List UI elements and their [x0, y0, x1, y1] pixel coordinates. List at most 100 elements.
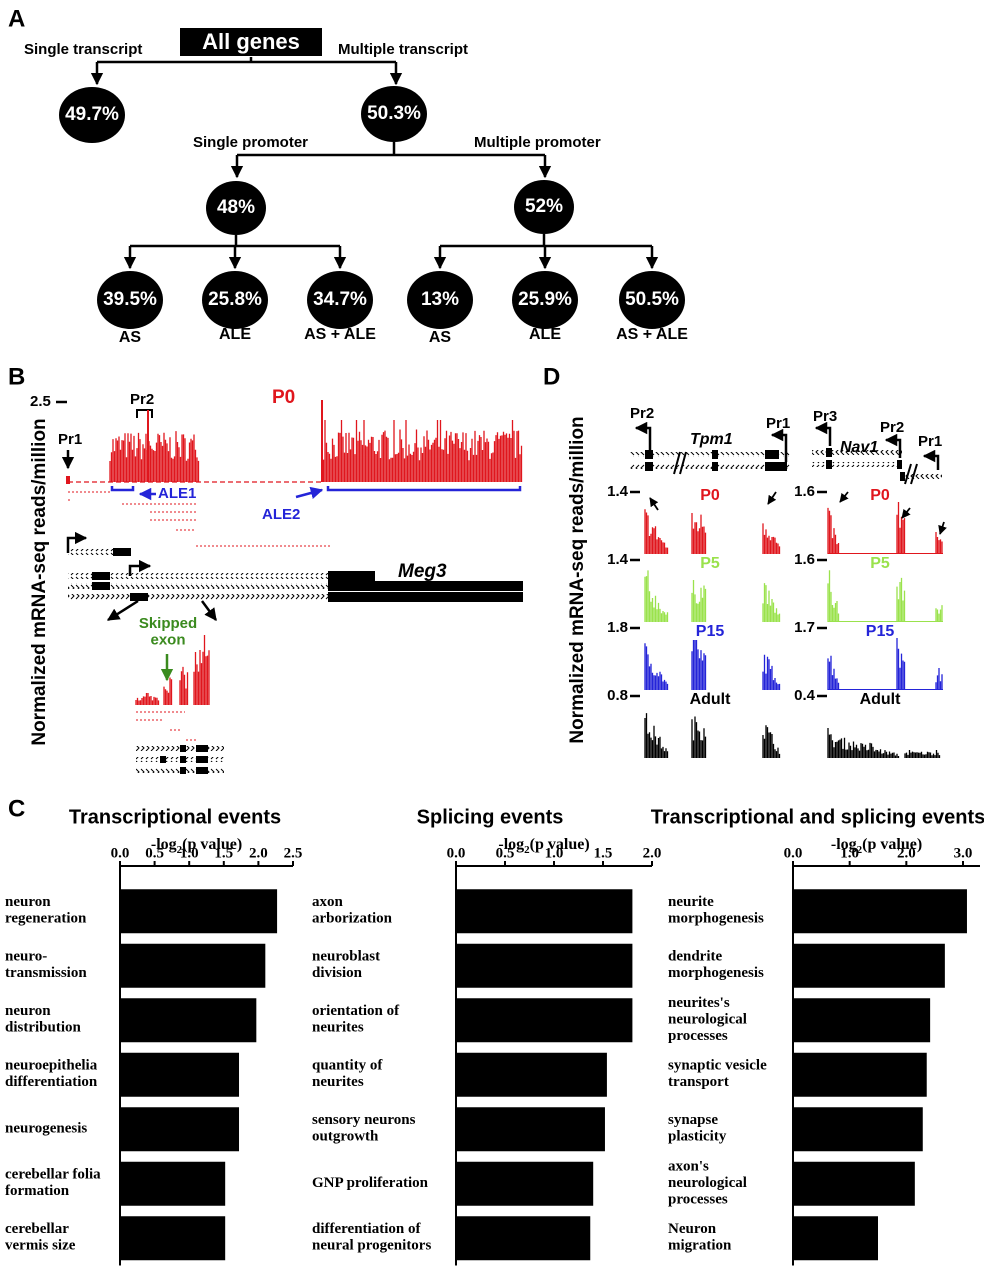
x-axis-label: -log2(p value): [151, 836, 242, 856]
root-label: All genes: [202, 29, 300, 54]
promoter-label: Pr2: [880, 419, 904, 436]
promoter-label: Pr2: [130, 391, 154, 408]
scale-label: 1.6: [794, 551, 815, 568]
sample-label: P5: [870, 555, 890, 572]
bar: [793, 1052, 927, 1097]
x-axis-label: -log2(p value): [831, 836, 922, 856]
node-caption: AS: [119, 329, 142, 346]
gene-name: Meg3: [398, 561, 447, 582]
node-label: 49.7%: [65, 104, 119, 125]
bar: [456, 1161, 594, 1206]
coverage-track: [644, 509, 781, 554]
branch-label: Multiple transcript: [338, 41, 468, 58]
node-caption: AS + ALE: [304, 326, 376, 343]
node: [206, 181, 266, 235]
coverage-track: [644, 640, 781, 690]
x-tick-label: 1.0: [545, 845, 564, 861]
x-tick-label: 1.5: [214, 845, 233, 861]
node: [407, 271, 473, 329]
zoom-arrow: [106, 599, 139, 622]
y-tick-label: neurogenesis: [5, 1121, 87, 1137]
bar: [793, 1107, 923, 1152]
x-tick-label: 3.0: [954, 845, 973, 861]
bar: [120, 943, 266, 988]
connector: [130, 234, 652, 248]
node-label: 34.7%: [313, 289, 367, 310]
y-tick-label: differentiation of neural progenitors: [312, 1221, 431, 1254]
coverage-peak: [321, 400, 323, 482]
connector: [237, 142, 545, 157]
bar: [456, 1216, 591, 1261]
coverage-peak: [147, 410, 149, 482]
sample-label: P0: [272, 387, 295, 408]
scale-label: 0.8: [607, 687, 628, 704]
coverage-track: [827, 728, 941, 758]
node: [361, 86, 427, 142]
x-tick-label: 2.0: [249, 845, 268, 861]
promoter-label: Pr1: [58, 431, 82, 448]
connector: [97, 57, 396, 64]
bar: [793, 943, 945, 988]
coverage: [66, 476, 70, 484]
node-caption: ALE: [219, 326, 251, 343]
x-tick-label: 1.0: [840, 845, 859, 861]
x-axis-label-sub: 2: [524, 844, 530, 856]
scale-label: 1.6: [794, 483, 815, 500]
branch-label: Single transcript: [24, 41, 142, 58]
x-tick-label: 1.5: [594, 845, 613, 861]
panel-label: B: [8, 363, 25, 390]
coverage-track: [827, 502, 943, 554]
x-tick-label: 2.5: [284, 845, 303, 861]
coverage-track: [827, 570, 943, 622]
panel-label: C: [8, 795, 25, 822]
y-tick-label: Neuron migration: [668, 1221, 732, 1254]
node: [97, 271, 163, 329]
bar: [456, 943, 633, 988]
node: [307, 271, 373, 329]
node: [202, 271, 268, 329]
node-caption: AS + ALE: [616, 326, 688, 343]
y-tick-label: neuron regeneration: [5, 894, 87, 927]
gene-model-zoom: [136, 745, 224, 774]
x-tick-label: 2.0: [897, 845, 916, 861]
panel-label: A: [8, 5, 25, 32]
y-tick-label: neuron distribution: [5, 1003, 82, 1036]
bar: [456, 1052, 607, 1097]
node-label: 39.5%: [103, 289, 157, 310]
chart-title: Transcriptional events: [69, 806, 281, 828]
panel-c: Transcriptional events-log2(p value)0.0 0…: [5, 806, 984, 1266]
level-3: 39.5% AS 25.8% ALE 34.7% AS + ALE 13% AS 25.9% AL…: [97, 246, 688, 346]
node-label: 50.5%: [625, 289, 679, 310]
sample-label: P0: [700, 487, 720, 504]
bar: [793, 889, 967, 934]
coverage-track: [827, 638, 943, 690]
arrow: [649, 497, 659, 511]
panel-d: D Normalized mRNA-seq reads/million Pr2 …: [543, 363, 947, 758]
promoter-label: Pr1: [918, 433, 942, 450]
panel-b: B Normalized mRNA-seq reads/million 2.5 …: [8, 363, 523, 774]
bar: [793, 998, 931, 1043]
x-axis-label-sub: 2: [857, 844, 863, 856]
arrow: [901, 507, 911, 519]
skipped-exon-label: Skipped exon: [139, 615, 197, 649]
sample-label: P5: [700, 555, 720, 572]
coverage-track: [644, 713, 781, 758]
chart-title: Transcriptional and splicing events: [651, 806, 984, 828]
arrow: [938, 521, 947, 535]
y-tick-label: orientation of neurites: [312, 1003, 400, 1036]
bar: [793, 1161, 915, 1206]
promoter-label: Pr3: [813, 408, 837, 425]
sample-label: P0: [870, 487, 890, 504]
arrow: [767, 491, 777, 505]
node-label: 52%: [525, 196, 563, 217]
x-tick-label: 1.0: [180, 845, 199, 861]
y-tick-label: cerebellar folia formation: [5, 1167, 101, 1200]
bar: [456, 889, 633, 934]
node-label: 13%: [421, 289, 459, 310]
y-tick-label: neurites's neurological processes: [668, 995, 747, 1044]
promoter-arrow: [66, 531, 88, 553]
bar: [456, 1107, 605, 1152]
y-tick-label: quantity of neurites: [312, 1058, 383, 1091]
bar: [120, 1216, 226, 1261]
y-axis-label: Normalized mRNA-seq reads/million: [29, 418, 50, 745]
